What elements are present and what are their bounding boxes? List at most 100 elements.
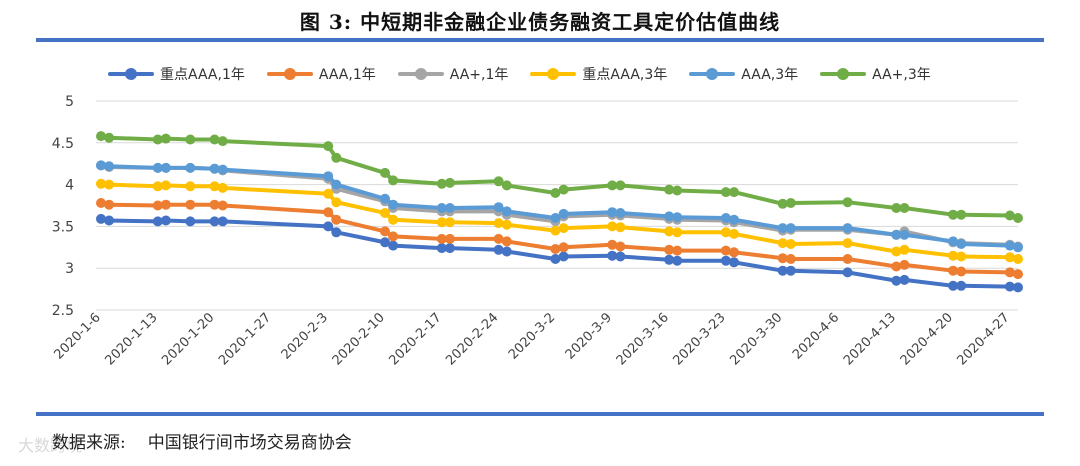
data-point — [209, 163, 220, 174]
data-point — [550, 244, 561, 254]
data-point — [550, 225, 561, 236]
data-point — [720, 255, 731, 266]
data-point — [1004, 210, 1015, 221]
data-point — [444, 243, 455, 254]
line-chart: 54.543.532.52020-1-62020-1-132020-1-2020… — [51, 94, 1023, 368]
data-point — [152, 181, 163, 192]
data-point — [899, 274, 910, 285]
data-point — [607, 239, 618, 250]
data-point — [436, 217, 447, 228]
legend-line-marker-icon — [820, 64, 867, 84]
bottom-divider — [36, 412, 1044, 416]
data-point — [493, 233, 504, 244]
legend-label: AAA,1年 — [318, 67, 376, 83]
x-tick-label: 2020-2-10 — [330, 310, 388, 368]
data-point — [1004, 252, 1015, 263]
data-point — [615, 241, 626, 252]
data-point — [185, 216, 196, 227]
y-tick-label: 3 — [65, 261, 74, 277]
data-point — [323, 141, 334, 152]
data-point — [217, 216, 228, 227]
data-point — [664, 211, 675, 222]
data-point — [96, 160, 106, 171]
legend-item: 重点AAA,1年 — [108, 64, 245, 84]
data-point — [331, 227, 342, 238]
data-point — [152, 200, 163, 211]
legend-line-marker-icon — [689, 64, 736, 84]
data-source-text: 中国银行间市场交易商协会 — [147, 433, 352, 453]
data-point — [729, 214, 739, 225]
watermark-logo: 大数跨境 — [18, 436, 83, 455]
x-tick-label: 2020-2-3 — [279, 310, 331, 362]
data-point — [607, 221, 618, 232]
data-point — [388, 214, 399, 225]
x-tick-label: 2020-3-30 — [727, 310, 785, 368]
data-point — [331, 197, 342, 208]
data-point — [729, 187, 739, 198]
data-point — [96, 198, 106, 208]
data-point — [1013, 242, 1023, 253]
legend-label: AA+,1年 — [449, 67, 509, 83]
data-point — [209, 199, 220, 210]
chart-title: 图 3: 中短期非金融企业债务融资工具定价估值曲线 — [299, 10, 781, 34]
data-point — [558, 208, 569, 219]
data-point — [785, 265, 796, 276]
data-point — [550, 254, 561, 264]
data-point — [323, 207, 334, 218]
legend-line-marker-icon — [530, 64, 577, 84]
x-tick-label: 2020-4-13 — [841, 310, 899, 368]
data-point — [501, 206, 512, 217]
data-point — [152, 216, 163, 227]
data-point — [956, 209, 967, 220]
data-point — [891, 246, 902, 257]
data-point — [380, 226, 390, 237]
data-point — [729, 247, 739, 258]
x-tick-label: 2020-3-23 — [671, 310, 729, 368]
y-tick-label: 4 — [65, 178, 74, 194]
data-point — [777, 238, 788, 249]
legend-label: 重点AAA,1年 — [160, 67, 245, 83]
data-point — [104, 179, 115, 190]
data-point — [444, 177, 455, 188]
legend-line-marker-icon — [108, 64, 154, 84]
data-point — [948, 236, 959, 247]
data-point — [501, 180, 512, 191]
data-point — [891, 275, 902, 286]
data-point — [388, 199, 399, 210]
data-point — [1013, 269, 1023, 280]
data-point — [558, 223, 569, 234]
data-point — [152, 162, 163, 173]
data-point — [720, 187, 731, 198]
data-point — [160, 180, 171, 191]
data-point — [720, 227, 731, 238]
data-point — [615, 180, 626, 191]
data-point — [217, 182, 228, 193]
data-point — [785, 254, 796, 264]
data-point — [785, 239, 796, 249]
x-tick-label: 2020-4-20 — [898, 310, 956, 368]
data-point — [493, 202, 504, 213]
data-point — [185, 199, 196, 210]
data-point — [493, 244, 504, 255]
data-point — [672, 212, 683, 223]
data-point — [720, 245, 731, 256]
data-point — [607, 207, 618, 218]
data-point — [444, 233, 455, 244]
data-point — [899, 244, 910, 255]
data-point — [388, 231, 399, 242]
data-point — [331, 152, 342, 163]
y-tick-label: 5 — [65, 94, 74, 110]
data-point — [185, 134, 196, 145]
data-point — [948, 280, 959, 291]
data-point — [388, 240, 399, 251]
data-point — [615, 251, 626, 262]
data-point — [217, 164, 228, 175]
data-point — [96, 131, 106, 142]
data-point — [558, 184, 569, 195]
data-point — [1004, 267, 1015, 278]
data-point — [891, 203, 902, 213]
data-point — [209, 134, 220, 145]
data-source-label: 数据来源: — [52, 433, 126, 453]
legend-line-marker-icon — [266, 64, 313, 84]
data-point — [777, 253, 788, 264]
